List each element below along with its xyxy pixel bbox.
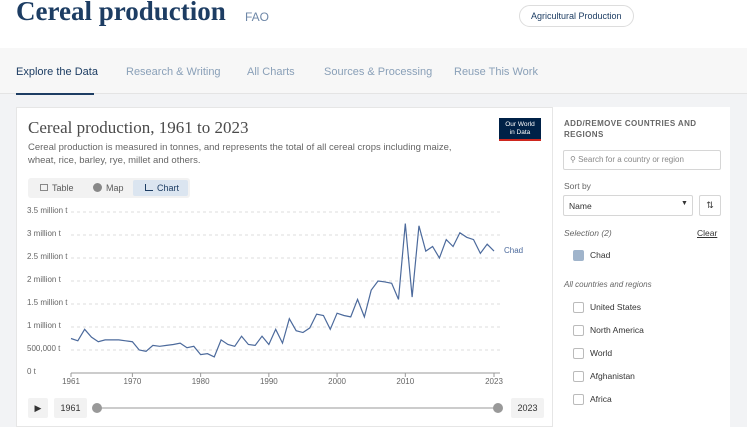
search-placeholder: ⚲ Search for a country or region: [570, 155, 684, 164]
checkbox[interactable]: [573, 302, 584, 313]
sort-select[interactable]: [563, 195, 693, 216]
active-tab: [133, 180, 188, 196]
checkbox[interactable]: [573, 371, 584, 382]
nav-bar: [0, 48, 747, 94]
sort-arrow: ▼: [681, 200, 688, 207]
entity-name: Afghanistan: [590, 371, 635, 381]
timeline-handle[interactable]: [493, 403, 503, 413]
chart-icon: [145, 184, 153, 191]
timeline-handle[interactable]: [92, 403, 102, 413]
timeline-track: [97, 407, 498, 409]
sort-label: Sort by: [564, 181, 591, 191]
chart: 0 t 500,000 t 1 million t 1.5 million t 2 mi…: [27, 206, 523, 386]
series-label: Chad: [504, 246, 523, 255]
sidebar-heading: ADD/REMOVE COUNTRIES AND REGIONS: [564, 119, 697, 139]
y-tick-label: 3 million t: [27, 229, 62, 238]
entity-name: United States: [590, 302, 642, 312]
logo-line: Our World: [505, 121, 535, 128]
tab[interactable]: Table: [52, 183, 74, 193]
nav-tab[interactable]: Sources & Processing: [324, 66, 433, 78]
x-tick-label: 1970: [124, 377, 142, 386]
sort-order-button[interactable]: ⇅: [699, 195, 721, 216]
series-line: [70, 223, 495, 358]
search-box[interactable]: [563, 150, 721, 170]
x-tick-label: 2023: [485, 377, 503, 386]
x-tick-label: 1990: [260, 377, 278, 386]
logo[interactable]: Our World in Data: [499, 118, 541, 141]
entity-name: North America: [590, 325, 644, 335]
nav-tab[interactable]: All Charts: [247, 66, 295, 78]
tab[interactable]: Map: [106, 183, 124, 193]
y-tick-label: 2 million t: [27, 275, 62, 284]
timeline-end: 2023: [511, 398, 544, 418]
entity-name: Chad: [590, 250, 611, 260]
nav-tab[interactable]: Research & Writing: [126, 66, 221, 78]
selection-label: Selection (2): [564, 228, 612, 238]
nav-tab[interactable]: Explore the Data: [16, 66, 98, 78]
y-tick-label: 500,000 t: [27, 344, 61, 353]
search-text: Search for a country or region: [578, 155, 684, 164]
page-title: Cereal production: [16, 0, 226, 26]
checkbox[interactable]: [573, 250, 584, 261]
y-tick-label: 1 million t: [27, 321, 62, 330]
timeline-start: 1961: [54, 398, 87, 418]
checkbox[interactable]: [573, 325, 584, 336]
topic-tag[interactable]: Agricultural Production: [519, 5, 634, 27]
checkbox[interactable]: [573, 348, 584, 359]
tab[interactable]: Chart: [157, 183, 180, 193]
entity-name: World: [590, 348, 613, 358]
active-tab-underline: [16, 93, 94, 95]
chart-title: Cereal production, 1961 to 2023: [28, 118, 249, 137]
y-tick-label: 2.5 million t: [27, 252, 68, 261]
nav-tab[interactable]: Reuse This Work: [454, 66, 538, 78]
play-button[interactable]: ▶: [28, 398, 48, 418]
x-tick-label: 2000: [328, 377, 346, 386]
x-tick-label: 1980: [192, 377, 210, 386]
source: FAO: [245, 10, 270, 24]
checkbox[interactable]: [573, 394, 584, 405]
x-tick-label: 1961: [62, 377, 80, 386]
entity-name: Africa: [590, 394, 612, 404]
logo-line: in Data: [509, 129, 531, 136]
all-label: All countries and regions: [564, 280, 652, 289]
chart-subtitle: Cereal production is measured in tonnes,…: [28, 142, 452, 166]
y-tick-label: 3.5 million t: [27, 206, 68, 215]
x-tick-label: 2010: [396, 377, 414, 386]
clear-button[interactable]: Clear: [697, 228, 718, 238]
sort-value: Name: [569, 201, 592, 211]
y-tick-label: 1.5 million t: [27, 298, 68, 307]
y-tick-label: 0 t: [27, 367, 37, 376]
table-icon: [40, 184, 48, 191]
map-icon: [93, 183, 102, 192]
